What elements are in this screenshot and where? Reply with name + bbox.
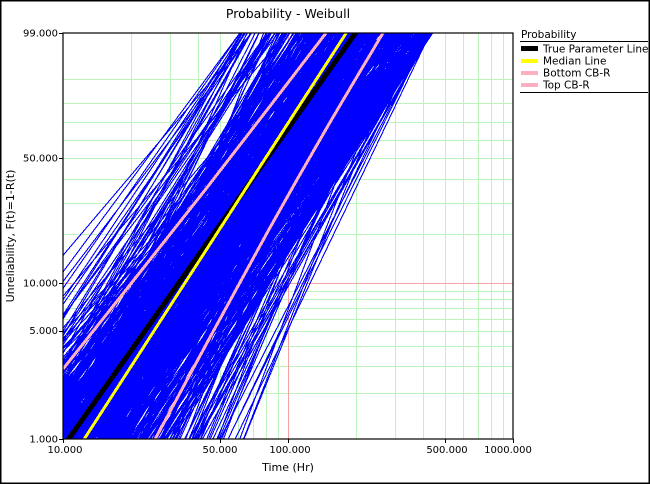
- y-tick-label: 5.000: [29, 326, 58, 337]
- median-line: [82, 33, 348, 439]
- y-tick-label: 10.000: [23, 279, 58, 290]
- x-tick-label: 500.000: [426, 445, 467, 456]
- legend-swatch-true-parameter-line: [521, 46, 538, 51]
- x-axis-label: Time (Hr): [261, 461, 314, 474]
- legend-item-label[interactable]: Bottom CB-R: [543, 68, 610, 80]
- top-cb-r-line: [63, 33, 328, 370]
- legend-swatch-bottom-cb-r: [521, 71, 538, 75]
- legend-swatch-top-cb-r: [521, 83, 538, 87]
- legend-item-label[interactable]: Median Line: [543, 56, 606, 68]
- x-tick-label: 50.000: [203, 445, 238, 456]
- legend[interactable]: Probability True Parameter Line Median L…: [520, 29, 649, 93]
- legend-item-label[interactable]: Top CB-R: [542, 80, 590, 92]
- bottom-cb-r-line: [153, 33, 385, 439]
- axis-ticks: [59, 33, 514, 443]
- y-tick-label: 1.000: [29, 435, 58, 446]
- plot-title: Probability - Weibull: [226, 6, 350, 21]
- y-tick-label: 99.000: [23, 29, 58, 40]
- x-tick-label: 1000.000: [484, 445, 532, 456]
- x-tick-label: 100.000: [269, 445, 310, 456]
- y-axis-label: Unreliability, F(t)=1-R(t): [4, 170, 17, 303]
- result-lines[interactable]: [55, 28, 385, 459]
- legend-header: Probability: [521, 29, 577, 41]
- x-tick-label: 10.000: [48, 445, 83, 456]
- true-parameter-line: [65, 33, 359, 439]
- y-tick-label: 50.000: [23, 154, 58, 165]
- legend-item-label[interactable]: True Parameter Line: [542, 44, 649, 56]
- legend-swatch-median-line: [521, 59, 538, 63]
